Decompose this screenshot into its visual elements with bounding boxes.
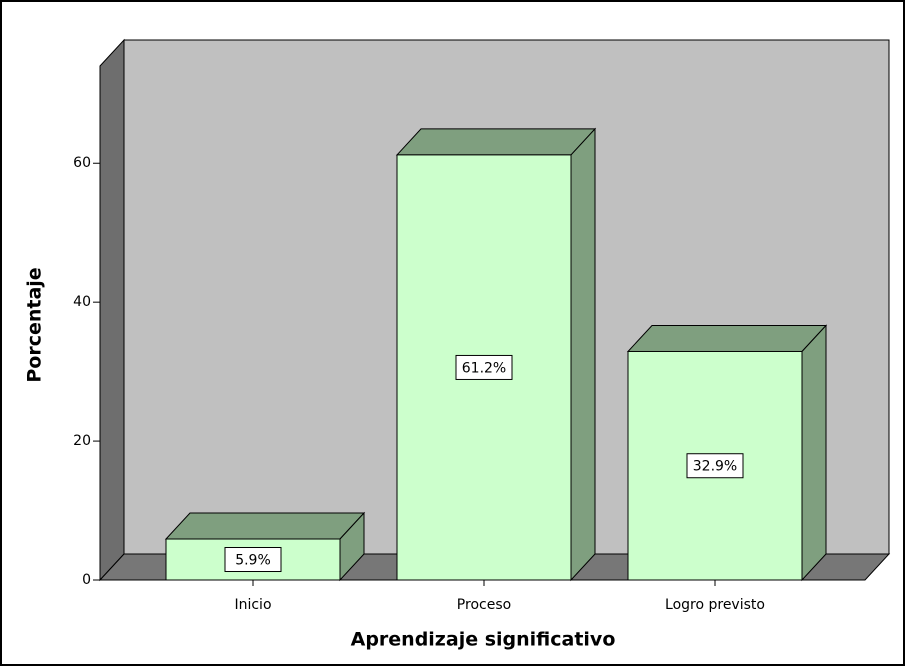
left-wall: [99, 38, 125, 582]
x-tick-label: Logro previsto: [665, 597, 765, 613]
y-tick-label: 40: [73, 294, 91, 310]
value-label-box: [455, 354, 513, 380]
y-tick-label: 60: [73, 155, 91, 171]
value-label: 5.9%: [235, 553, 271, 569]
bar-side: [801, 324, 827, 582]
bar-top: [395, 128, 597, 156]
value-label: 61.2%: [462, 360, 506, 376]
y-tick-label: 0: [82, 572, 91, 588]
x-tick-label: Proceso: [457, 597, 511, 613]
value-label-box: [686, 453, 744, 479]
value-label-box: [224, 547, 282, 573]
bar-top: [626, 324, 828, 352]
value-label: 32.9%: [693, 459, 737, 475]
y-tick-label: 20: [73, 433, 91, 449]
bar-top: [164, 512, 366, 540]
x-axis-title: Aprendizaje significativo: [351, 629, 616, 651]
bar-side: [570, 127, 596, 582]
x-tick-label: Inicio: [234, 597, 271, 613]
y-axis-title: Porcentaje: [24, 267, 46, 382]
